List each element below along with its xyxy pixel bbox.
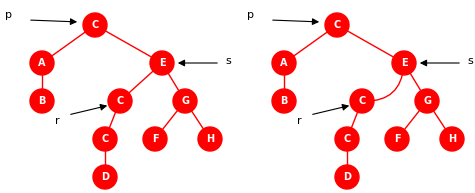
Circle shape bbox=[350, 89, 374, 113]
Circle shape bbox=[272, 51, 296, 75]
Text: C: C bbox=[116, 96, 124, 106]
Text: E: E bbox=[159, 58, 165, 68]
Text: C: C bbox=[358, 96, 366, 106]
Text: B: B bbox=[38, 96, 46, 106]
Circle shape bbox=[173, 89, 197, 113]
Text: C: C bbox=[91, 20, 99, 30]
Text: F: F bbox=[152, 134, 158, 144]
Text: s: s bbox=[225, 56, 231, 66]
Text: C: C bbox=[343, 134, 351, 144]
Circle shape bbox=[198, 127, 222, 151]
Circle shape bbox=[150, 51, 174, 75]
Circle shape bbox=[108, 89, 132, 113]
Text: C: C bbox=[101, 134, 109, 144]
Text: H: H bbox=[448, 134, 456, 144]
Text: H: H bbox=[206, 134, 214, 144]
Text: F: F bbox=[394, 134, 400, 144]
Text: B: B bbox=[280, 96, 288, 106]
Text: r: r bbox=[297, 116, 302, 126]
Circle shape bbox=[335, 165, 359, 189]
Text: D: D bbox=[343, 172, 351, 182]
Circle shape bbox=[30, 89, 54, 113]
Circle shape bbox=[440, 127, 464, 151]
Circle shape bbox=[335, 127, 359, 151]
Text: C: C bbox=[333, 20, 341, 30]
Text: p: p bbox=[247, 10, 254, 20]
Circle shape bbox=[83, 13, 107, 37]
Text: D: D bbox=[101, 172, 109, 182]
Text: E: E bbox=[401, 58, 407, 68]
Circle shape bbox=[392, 51, 416, 75]
Text: G: G bbox=[423, 96, 431, 106]
FancyArrowPatch shape bbox=[365, 66, 404, 101]
Circle shape bbox=[143, 127, 167, 151]
Text: s: s bbox=[467, 56, 473, 66]
Text: G: G bbox=[181, 96, 189, 106]
Circle shape bbox=[93, 127, 117, 151]
Text: A: A bbox=[38, 58, 46, 68]
Text: p: p bbox=[5, 10, 12, 20]
Circle shape bbox=[93, 165, 117, 189]
Circle shape bbox=[272, 89, 296, 113]
Circle shape bbox=[30, 51, 54, 75]
Text: A: A bbox=[280, 58, 288, 68]
Circle shape bbox=[415, 89, 439, 113]
Circle shape bbox=[325, 13, 349, 37]
Text: r: r bbox=[55, 116, 60, 126]
Circle shape bbox=[385, 127, 409, 151]
